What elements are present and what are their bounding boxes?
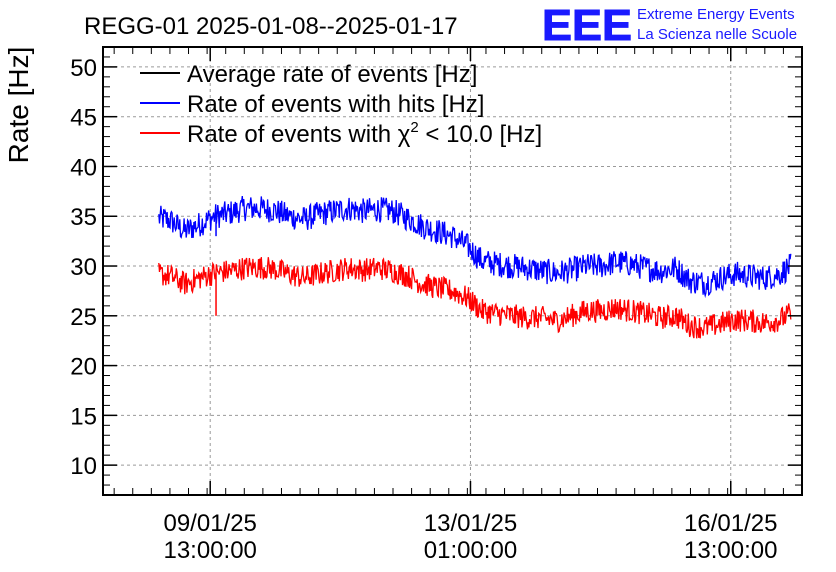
plot-frame (102, 46, 803, 496)
brand-logo: EEE (542, 1, 632, 50)
y-tick-label: 10 (70, 453, 97, 480)
x-tick-label-date: 16/01/25 (684, 510, 777, 537)
y-tick-label: 20 (70, 354, 97, 381)
legend-label-2: Rate of events with χ2 < 10.0 [Hz] (187, 119, 542, 148)
axis-ticks: 10152025303540455009/01/2513:00:0013/01/… (70, 46, 803, 564)
brand-line-1: Extreme Energy Events (637, 6, 795, 23)
y-tick-label: 50 (70, 55, 97, 82)
y-tick-label: 15 (70, 403, 97, 430)
legend: Average rate of events [Hz] Rate of event… (140, 61, 542, 148)
chart-title: REGG-01 2025-01-08--2025-01-17 (84, 13, 458, 40)
y-tick-label: 25 (70, 304, 97, 331)
y-tick-label: 30 (70, 254, 97, 281)
series-line-1 (158, 196, 792, 299)
y-tick-label: 45 (70, 105, 97, 132)
brand-line-2: La Scienza nelle Scuole (637, 26, 797, 43)
x-tick-label-date: 09/01/25 (163, 510, 256, 537)
series-lines (158, 196, 792, 339)
x-tick-label-date: 13/01/25 (424, 510, 517, 537)
x-tick-label-time: 13:00:00 (684, 537, 777, 564)
series-line-2 (158, 257, 792, 339)
y-axis-label: Rate [Hz] (3, 47, 34, 164)
legend-label-1: Rate of events with hits [Hz] (187, 91, 484, 118)
y-tick-label: 35 (70, 204, 97, 231)
x-tick-label-time: 01:00:00 (424, 537, 517, 564)
x-tick-label-time: 13:00:00 (163, 537, 256, 564)
y-tick-label: 40 (70, 154, 97, 181)
legend-label-0: Average rate of events [Hz] (187, 61, 477, 88)
